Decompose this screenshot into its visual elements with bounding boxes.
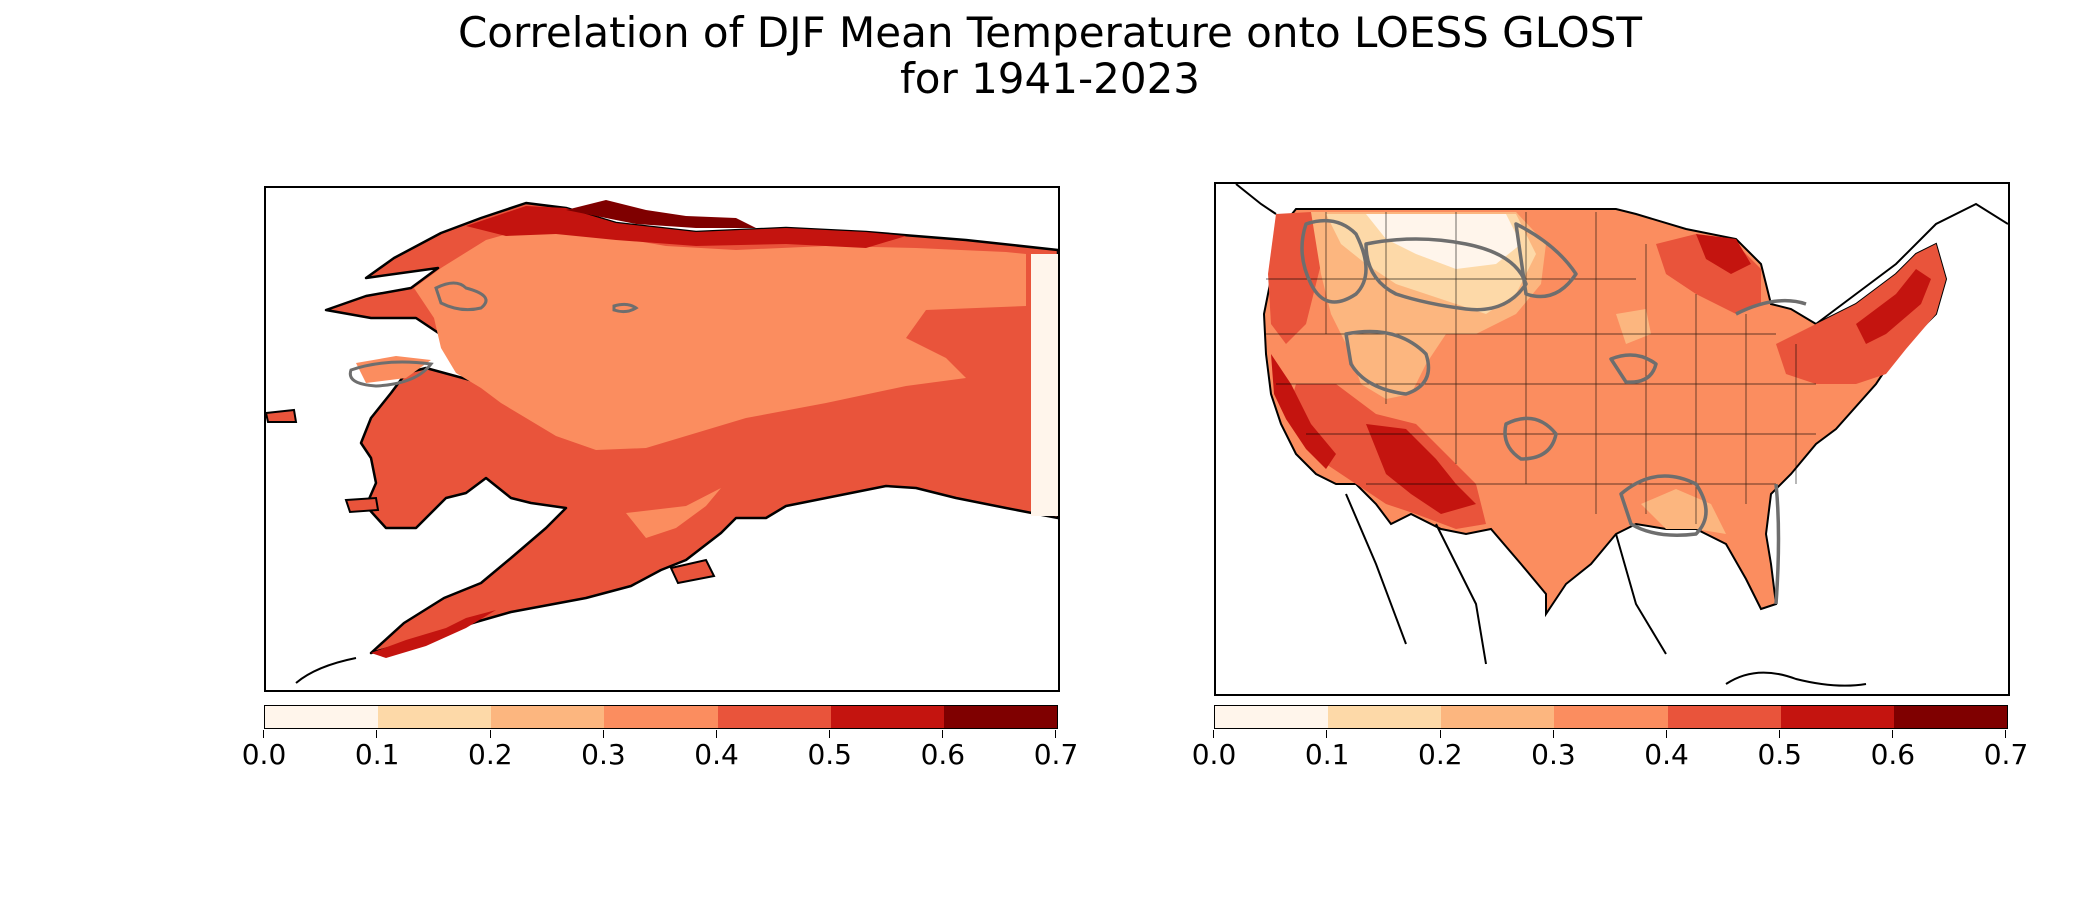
left-colorbar xyxy=(264,705,1058,729)
left-cbar-seg-6 xyxy=(943,706,1057,728)
contour-north xyxy=(434,281,488,312)
left-colorbar-tick-label: 0.2 xyxy=(468,738,513,771)
right-colorbar xyxy=(1214,705,2008,729)
alaska-north-coast-05-06 xyxy=(466,206,906,248)
left-colorbar-tick xyxy=(602,730,604,738)
right-colorbar-tick xyxy=(1665,730,1667,738)
left-cbar-seg-4 xyxy=(717,706,831,728)
alaska-sw-patch xyxy=(371,610,496,658)
conus-map-panel xyxy=(1214,182,2010,696)
alaska-map xyxy=(266,200,1058,684)
right-colorbar-tick-label: 0.3 xyxy=(1531,738,1576,771)
right-colorbar-tick xyxy=(1326,730,1328,738)
left-colorbar-tick xyxy=(489,730,491,738)
alaska-band-03-04-south xyxy=(626,488,721,538)
right-colorbar-tick xyxy=(1778,730,1780,738)
left-cbar-seg-2 xyxy=(491,706,605,728)
right-colorbar-tick-label: 0.5 xyxy=(1757,738,1802,771)
right-cbar-seg-3 xyxy=(1554,706,1668,728)
left-cbar-seg-3 xyxy=(604,706,718,728)
left-cbar-seg-1 xyxy=(378,706,492,728)
left-colorbar-tick-label: 0.5 xyxy=(807,738,852,771)
left-colorbar-tick xyxy=(1055,730,1057,738)
right-colorbar-tick xyxy=(1892,730,1894,738)
alaska-island-2 xyxy=(266,408,298,423)
left-colorbar-tick-label: 0.0 xyxy=(241,738,287,771)
alaska-band-03-04 xyxy=(414,226,1026,450)
right-colorbar-tick-label: 0.2 xyxy=(1418,738,1463,771)
title-line-1: Correlation of DJF Mean Temperature onto… xyxy=(457,8,1643,57)
left-colorbar-tick-label: 0.7 xyxy=(1033,738,1079,771)
contour-seward xyxy=(348,360,434,388)
conus-contours xyxy=(1300,218,1807,605)
conus-az-05-06 xyxy=(1366,424,1476,514)
right-cbar-seg-2 xyxy=(1441,706,1555,728)
right-colorbar-tick-label: 0.7 xyxy=(1983,738,2029,771)
right-cbar-seg-1 xyxy=(1328,706,1442,728)
left-colorbar-tick xyxy=(828,730,830,738)
conus-ny-05-06 xyxy=(1856,269,1931,344)
left-cbar-seg-5 xyxy=(830,706,944,728)
right-colorbar-tick xyxy=(1213,730,1215,738)
state-borders xyxy=(1266,212,1816,524)
alaska-east-gap xyxy=(1031,254,1058,516)
conus-map xyxy=(1235,184,2008,687)
left-colorbar-tick-label: 0.1 xyxy=(354,738,400,771)
left-colorbar-tick-label: 0.4 xyxy=(694,738,739,771)
alaska-north-coast-06-07 xyxy=(566,200,756,228)
right-colorbar-tick-label: 0.0 xyxy=(1191,738,1237,771)
caribbean-outline xyxy=(1725,671,1867,687)
alaska-island-4 xyxy=(295,657,357,684)
conus-northeast-04-05 xyxy=(1776,244,1946,384)
figure-title: Correlation of DJF Mean Temperature onto… xyxy=(0,10,2100,102)
conus-midwest-02-03 xyxy=(1616,309,1651,344)
mexico-outline xyxy=(1345,493,1667,665)
left-colorbar-tick xyxy=(376,730,378,738)
title-line-2: for 1941-2023 xyxy=(899,54,1201,103)
right-cbar-seg-4 xyxy=(1667,706,1781,728)
conus-west-04-05 xyxy=(1268,212,1326,344)
left-colorbar-tick xyxy=(942,730,944,738)
left-cbar-seg-0 xyxy=(265,706,379,728)
left-colorbar-tick xyxy=(263,730,265,738)
right-cbar-seg-6 xyxy=(1893,706,2007,728)
right-cbar-seg-0 xyxy=(1215,706,1329,728)
alaska-map-panel xyxy=(264,186,1060,692)
right-colorbar-tick-label: 0.1 xyxy=(1304,738,1350,771)
canada-outline xyxy=(1235,184,2008,325)
conus-michigan-05-06 xyxy=(1696,234,1751,274)
right-colorbar-tick xyxy=(1439,730,1441,738)
conus-california-05-06 xyxy=(1271,354,1336,469)
left-colorbar-tick xyxy=(715,730,717,738)
right-cbar-seg-5 xyxy=(1780,706,1894,728)
right-colorbar-tick-label: 0.6 xyxy=(1870,738,1916,771)
contour-central xyxy=(612,302,639,314)
left-colorbar-tick-label: 0.6 xyxy=(920,738,966,771)
alaska-island-3 xyxy=(669,558,716,585)
left-colorbar-tick-label: 0.3 xyxy=(581,738,626,771)
right-colorbar-tick xyxy=(2005,730,2007,738)
right-colorbar-tick-label: 0.4 xyxy=(1644,738,1689,771)
right-colorbar-tick xyxy=(1552,730,1554,738)
alaska-island-1 xyxy=(344,496,380,514)
